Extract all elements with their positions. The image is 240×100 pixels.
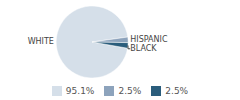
svg-text:WHITE: WHITE (28, 37, 54, 46)
svg-text:HISPANIC: HISPANIC (130, 35, 168, 44)
html-text:2.5%: 2.5% (118, 86, 142, 96)
svg-text:BLACK: BLACK (130, 44, 157, 53)
html-text:95.1%: 95.1% (65, 86, 95, 96)
html-text:2.5%: 2.5% (165, 86, 189, 96)
